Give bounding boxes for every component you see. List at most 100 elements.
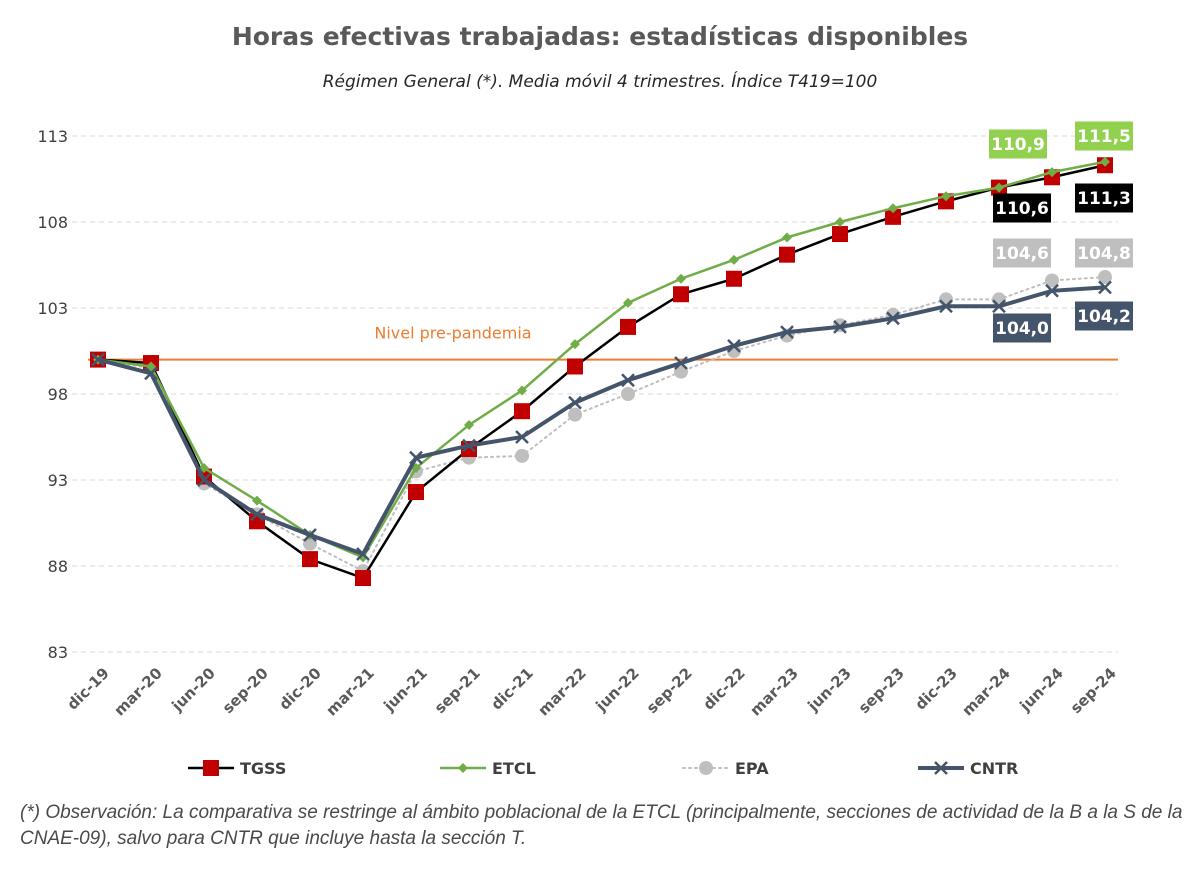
callout-tgss: 110,6 (993, 193, 1051, 223)
data-point-tgss (832, 226, 848, 243)
data-point-cntr (356, 547, 370, 561)
x-tick-label: mar-24 (958, 664, 1013, 719)
data-point-cntr (1098, 280, 1112, 295)
data-point-tgss (567, 358, 583, 375)
reference-line-group: Nivel pre-pandemia (88, 324, 1118, 361)
data-point-etcl (676, 273, 686, 284)
data-point-etcl (835, 217, 845, 227)
callout-value: 110,9 (991, 135, 1045, 155)
callout-box (993, 313, 1051, 343)
footnote: (*) Observación: La comparativa se restr… (20, 802, 1183, 849)
data-point-cntr (939, 299, 953, 314)
legend-marker (203, 760, 219, 776)
callout-value: 104,6 (995, 244, 1049, 264)
x-tick-label: jun-22 (591, 664, 642, 715)
callout-value: 104,0 (995, 319, 1049, 339)
y-tick-label: 83 (48, 643, 68, 662)
data-point-cntr (144, 366, 158, 381)
callout-box (1075, 238, 1133, 268)
callout-cntr: 104,0 (993, 313, 1051, 343)
series-group (90, 156, 1113, 587)
data-point-cntr (303, 528, 317, 542)
callout-box (1075, 301, 1133, 331)
data-point-epa (515, 448, 529, 463)
data-point-cntr (515, 430, 529, 444)
data-point-etcl (252, 495, 262, 506)
data-point-cntr (780, 325, 794, 339)
data-point-etcl (199, 462, 209, 473)
y-tick-label: 113 (37, 127, 68, 146)
legend-item-epa: EPA (682, 759, 769, 778)
data-point-etcl (1100, 156, 1110, 167)
x-tick-label: jun-23 (803, 664, 854, 715)
legend-label: TGSS (240, 759, 286, 778)
data-point-etcl (941, 191, 951, 202)
data-point-cntr (409, 450, 423, 465)
callout-box (993, 193, 1051, 223)
data-point-cntr (568, 395, 582, 410)
legend-marker (699, 761, 713, 775)
data-point-tgss (514, 403, 530, 420)
callout-box (1075, 183, 1133, 213)
data-point-cntr (462, 438, 476, 453)
data-point-cntr (992, 299, 1006, 314)
data-point-tgss (355, 570, 371, 587)
series-line-etcl (97, 160, 1106, 559)
value-callouts: 110,9 111,5 110,6 111,3 104,6 104,8 104,0 104,2 (989, 121, 1133, 343)
legend-item-etcl: ETCL (440, 759, 536, 778)
data-point-cntr (727, 338, 741, 353)
x-tick-label: sep-22 (643, 664, 696, 717)
x-tick-label: mar-20 (110, 664, 165, 719)
data-point-etcl (994, 182, 1004, 193)
data-point-epa (1045, 273, 1059, 288)
callout-box (1075, 121, 1133, 151)
x-tick-label: sep-24 (1067, 664, 1120, 717)
gridlines (72, 135, 1118, 653)
callout-value: 111,3 (1077, 189, 1131, 209)
data-point-epa (621, 387, 635, 401)
data-point-tgss (673, 286, 689, 303)
callout-cntr: 104,2 (1075, 301, 1133, 331)
callout-value: 110,6 (995, 199, 1049, 219)
x-tick-label: dic-23 (911, 664, 960, 713)
y-tick-label: 88 (48, 557, 68, 576)
data-point-epa (1098, 270, 1112, 285)
data-point-cntr (886, 311, 900, 326)
data-point-tgss (726, 270, 742, 287)
legend-label: CNTR (970, 759, 1018, 778)
callout-value: 104,8 (1077, 244, 1131, 264)
data-point-etcl (517, 385, 527, 396)
reference-line-label: Nivel pre-pandemia (374, 324, 531, 343)
data-point-cntr (197, 473, 211, 487)
data-point-etcl (570, 339, 580, 350)
callout-epa: 104,6 (993, 238, 1051, 268)
x-tick-label: sep-21 (431, 664, 484, 717)
x-tick-label: dic-20 (275, 664, 324, 713)
data-point-etcl (146, 361, 156, 372)
data-point-cntr (250, 507, 264, 522)
x-tick-label: mar-21 (322, 664, 377, 719)
x-tick-label: dic-19 (63, 664, 112, 713)
legend-marker (458, 763, 468, 773)
callout-etcl: 111,5 (1075, 121, 1133, 151)
series-epa (91, 270, 1112, 579)
x-tick-label: sep-23 (855, 664, 908, 717)
data-point-cntr (91, 352, 105, 367)
series-line-tgss (97, 164, 1106, 580)
data-point-cntr (833, 320, 847, 334)
data-point-tgss (885, 208, 901, 225)
data-point-etcl (1047, 167, 1057, 178)
data-point-etcl (623, 297, 633, 308)
y-tick-label: 108 (37, 213, 68, 232)
x-tick-label: mar-22 (534, 664, 589, 719)
callout-value: 104,2 (1077, 307, 1131, 327)
callout-epa: 104,8 (1075, 238, 1133, 268)
data-point-epa (568, 407, 582, 422)
data-point-etcl (729, 254, 739, 265)
legend: TGSS ETCL EPA CNTR (188, 759, 1018, 778)
data-point-tgss (620, 318, 636, 335)
legend-marker (934, 761, 948, 775)
data-point-etcl (464, 419, 474, 430)
